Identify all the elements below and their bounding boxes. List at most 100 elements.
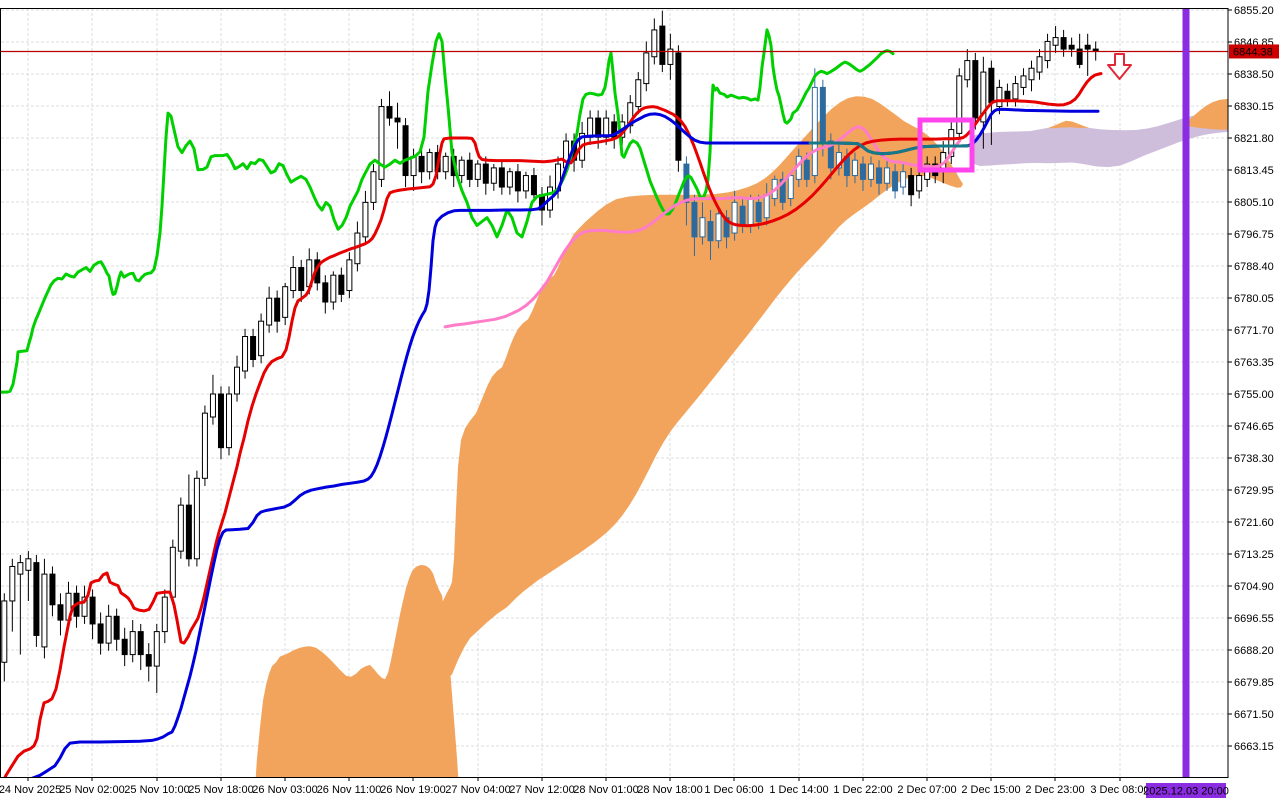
- candle-body-bull: [161, 596, 168, 633]
- candle-body-bull: [811, 86, 818, 177]
- y-axis-label: 6671.50: [1234, 709, 1274, 721]
- candle: [282, 282, 289, 326]
- y-axis-label: 6721.60: [1234, 517, 1274, 529]
- candle-body-bear: [514, 171, 521, 192]
- y-axis-label: 6663.15: [1234, 741, 1274, 753]
- candle: [506, 167, 513, 195]
- x-axis-label: 25 Nov 02:00: [59, 784, 124, 796]
- candle-body-bull: [81, 596, 88, 617]
- candle: [876, 160, 883, 195]
- candle-body-bear: [121, 638, 128, 656]
- candle-body-bull: [643, 52, 650, 85]
- candle: [691, 194, 698, 257]
- candle-body-bear: [1004, 90, 1011, 100]
- candle: [892, 164, 899, 199]
- candle: [105, 604, 112, 651]
- candlestick-series: [1, 10, 1099, 693]
- y-axis-label: 6704.90: [1234, 581, 1274, 593]
- x-axis-label: 27 Nov 12:00: [509, 784, 574, 796]
- candle: [498, 160, 505, 195]
- candle-body-bull: [490, 167, 497, 184]
- candle-body-bear: [33, 562, 40, 636]
- candle: [17, 554, 24, 655]
- candle: [346, 252, 353, 299]
- candle: [884, 160, 891, 191]
- candle-body-bull: [153, 631, 160, 667]
- candle-body-bull: [916, 175, 923, 192]
- candle: [290, 256, 297, 299]
- candle: [81, 585, 88, 624]
- candle-body-bull: [884, 167, 891, 184]
- candle-body-bull: [522, 175, 529, 192]
- candle: [378, 98, 385, 188]
- candle-body-bull: [506, 171, 513, 188]
- y-axis-label: 6780.05: [1234, 293, 1274, 305]
- y-axis: 6855.206846.856838.506830.156821.806813.…: [1228, 5, 1274, 753]
- candle: [835, 144, 842, 176]
- candle-body-bear: [274, 297, 281, 322]
- current-date-tag: 2025.12.03 20:00: [1143, 783, 1229, 798]
- x-axis-label: 2 Dec 23:00: [1025, 784, 1084, 796]
- candle: [1052, 26, 1059, 53]
- teal-overlay-line: [808, 141, 970, 156]
- candle-body-bear: [322, 282, 329, 303]
- sell-signal-arrow-icon[interactable]: [1107, 53, 1132, 80]
- pink-indicator-line: [443, 125, 962, 329]
- candle-body-bull: [851, 159, 858, 177]
- candle-body-bull: [996, 86, 1003, 108]
- candle-body-bull: [282, 286, 289, 318]
- y-axis-label: 6763.35: [1234, 357, 1274, 369]
- candle: [338, 267, 345, 303]
- candle: [426, 148, 433, 180]
- candle-body-bear: [739, 205, 746, 226]
- x-axis-label: 1 Dec 22:00: [833, 784, 892, 796]
- candle: [298, 259, 305, 303]
- candle: [1084, 33, 1091, 76]
- price-tag-bg: [1229, 44, 1279, 59]
- x-axis-panel: [0, 777, 1280, 800]
- candle: [33, 554, 40, 647]
- candle-body-bull: [209, 393, 216, 418]
- y-axis-label: 6713.25: [1234, 549, 1274, 561]
- candle-body-bull: [603, 117, 610, 138]
- plot-area[interactable]: [0, 8, 1228, 789]
- candle: [153, 623, 160, 693]
- candle-body-bull: [258, 320, 265, 357]
- y-axis-label: 6679.85: [1234, 677, 1274, 689]
- candle: [651, 18, 658, 65]
- candle: [643, 41, 650, 92]
- x-axis-label: 3 Dec 08:00: [1090, 784, 1149, 796]
- candle-body-bear: [1084, 44, 1091, 50]
- candle-body-bull: [41, 573, 48, 648]
- highlight-annotation-box[interactable]: [917, 117, 975, 173]
- candle: [258, 313, 265, 364]
- candle-body-bear: [988, 67, 995, 104]
- candle-body-bear: [49, 573, 56, 606]
- candle: [193, 470, 200, 567]
- candle: [1, 593, 8, 682]
- candle: [161, 589, 168, 644]
- candle-body-bear: [1060, 37, 1067, 50]
- candle-body-bull: [474, 163, 481, 180]
- candle-body-bull: [868, 163, 874, 180]
- vertical-time-line[interactable]: [1182, 8, 1190, 777]
- candle-body-bear: [659, 25, 666, 65]
- candle-body-bull: [458, 159, 465, 177]
- candle: [145, 643, 152, 682]
- candle: [274, 290, 281, 333]
- candle: [201, 405, 208, 486]
- candle-body-bear: [145, 654, 152, 667]
- candle-body-bull: [426, 152, 433, 173]
- x-axis-label: 25 Nov 10:00: [124, 784, 189, 796]
- candle-body-bear: [908, 175, 915, 196]
- candle: [57, 593, 64, 636]
- candle-body-bear: [185, 504, 192, 560]
- candle: [868, 156, 874, 188]
- candle: [675, 45, 682, 172]
- y-axis-label: 6688.20: [1234, 645, 1274, 657]
- candle: [394, 102, 401, 149]
- candle-body-bear: [466, 159, 473, 180]
- candle-body-bull: [290, 267, 297, 292]
